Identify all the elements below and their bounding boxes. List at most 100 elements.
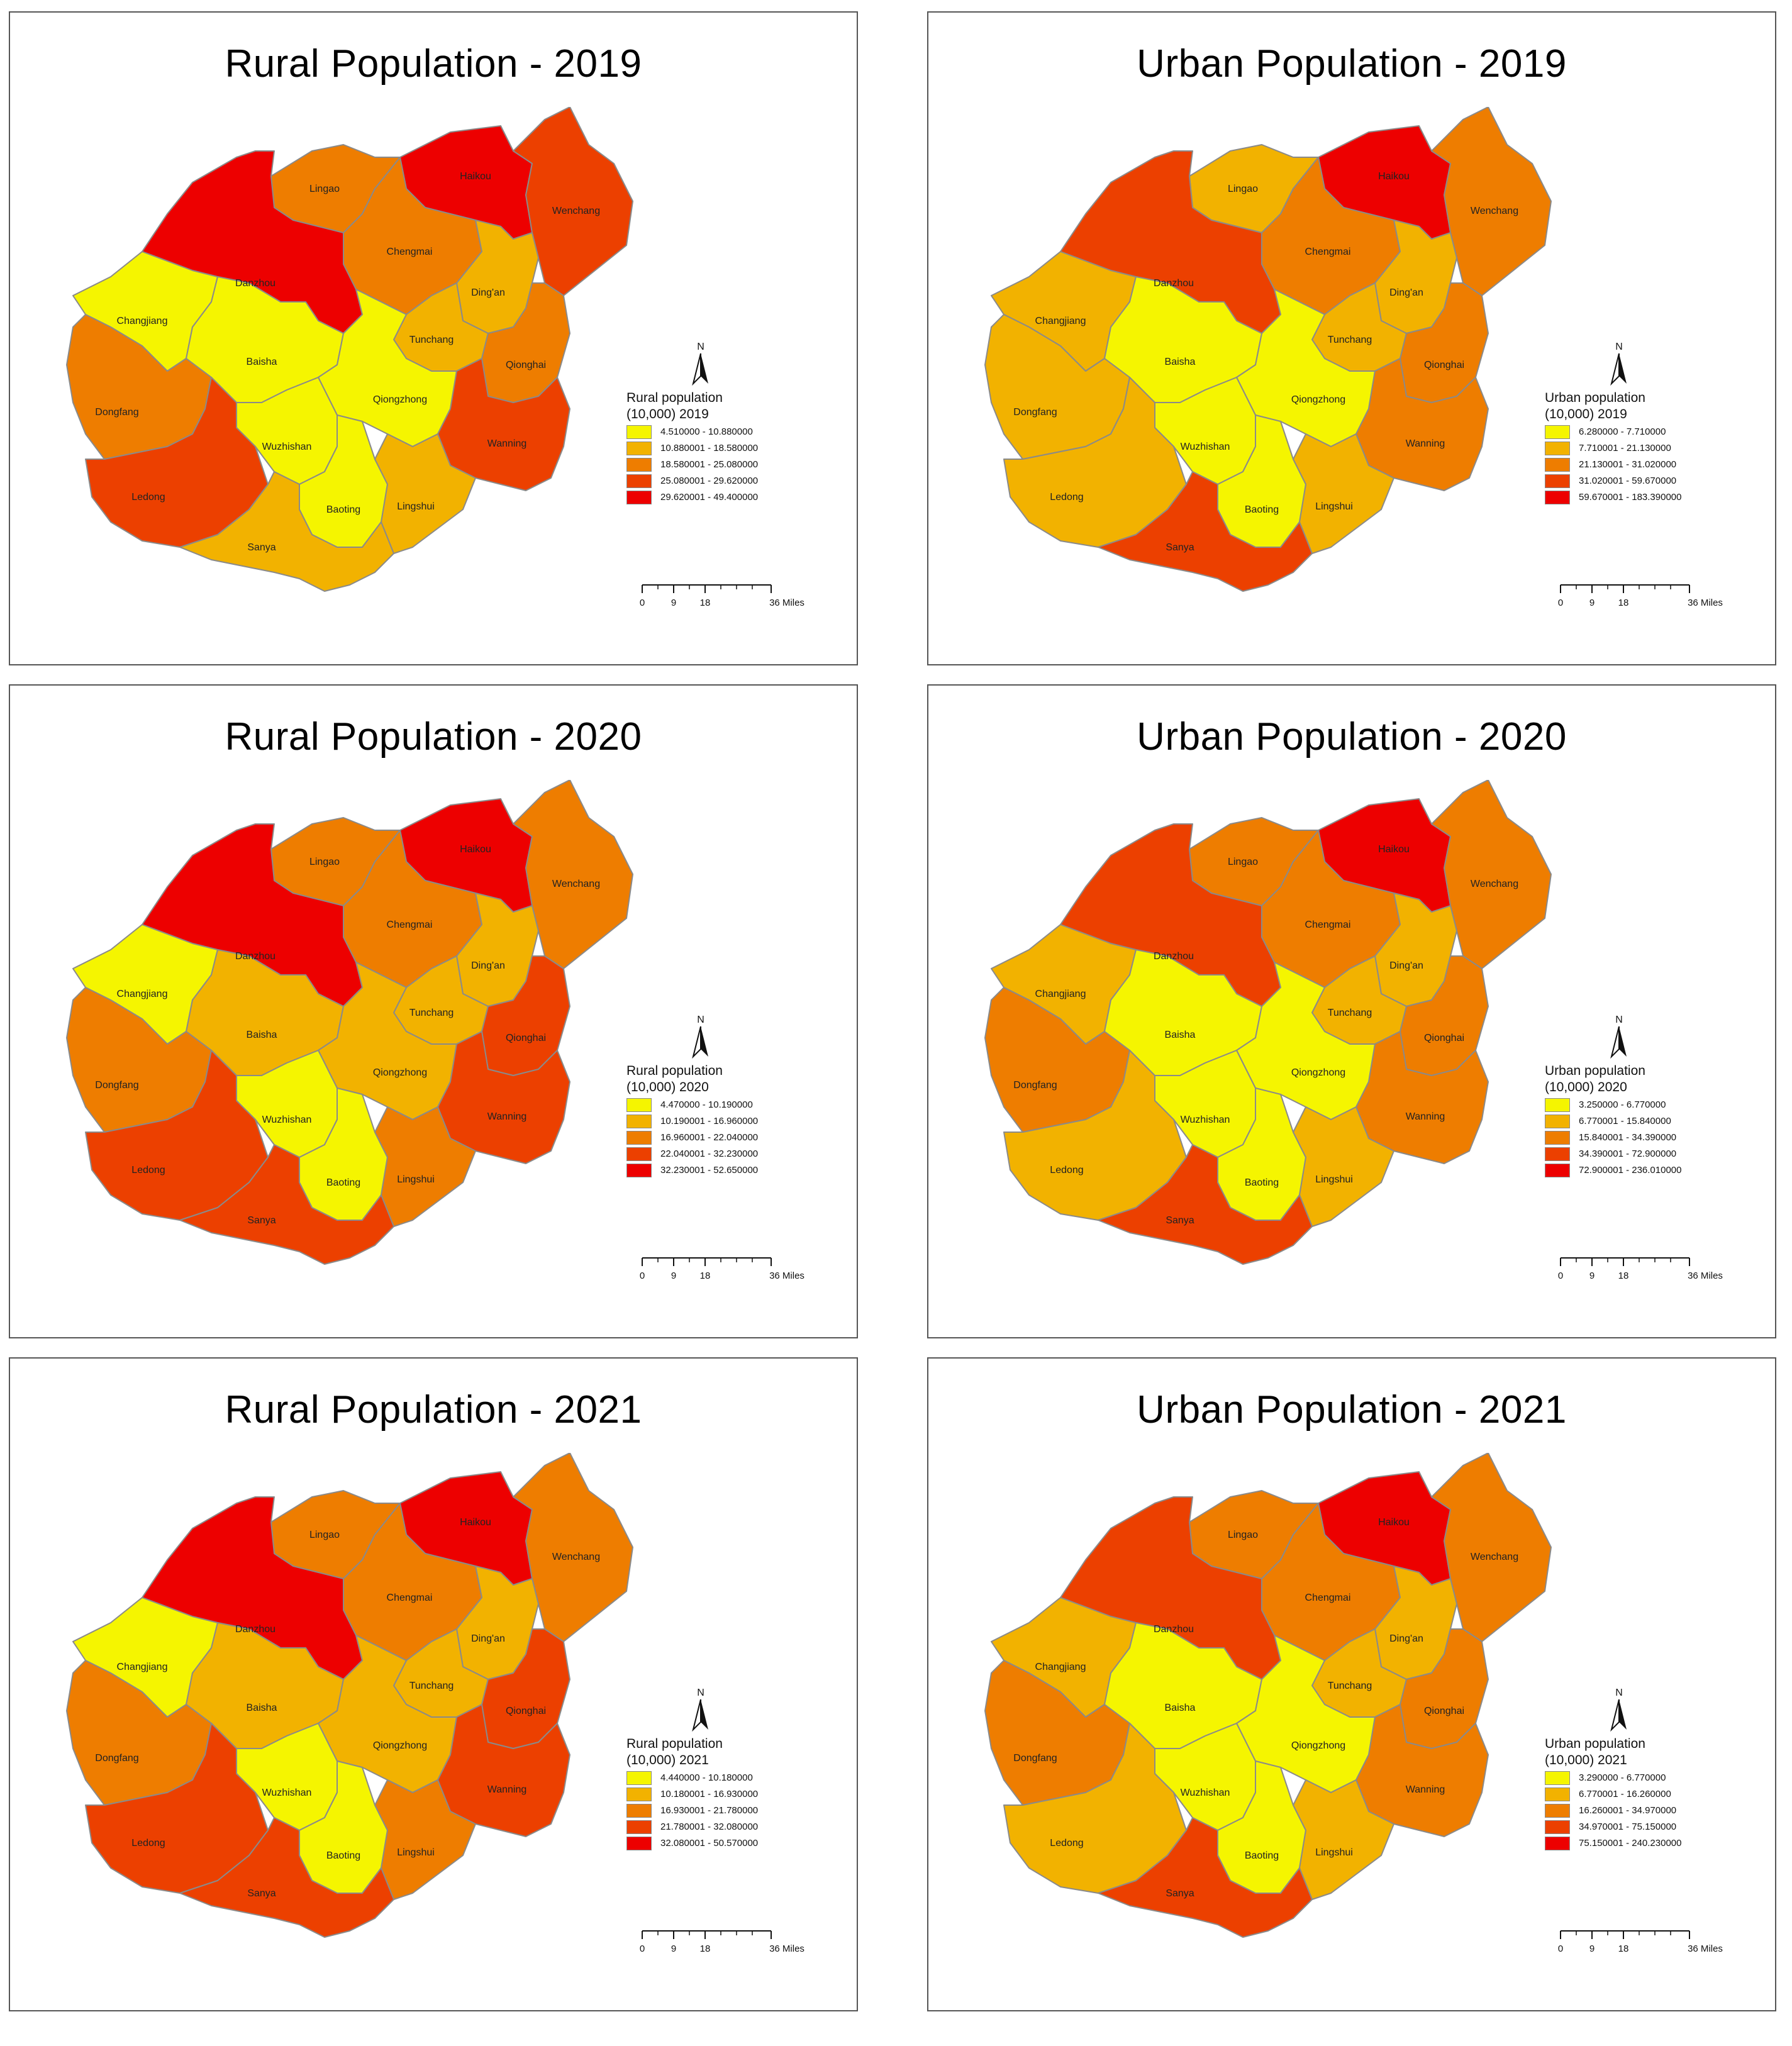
region-label: Tunchang — [1328, 1681, 1372, 1691]
region-label: Sanya — [247, 1888, 275, 1899]
legend-subtitle: (10,000) 2020 — [626, 1080, 709, 1094]
legend-title: Urban population — [1545, 1064, 1645, 1078]
region-label: Sanya — [1166, 1888, 1194, 1899]
svg-text:N: N — [1615, 342, 1623, 352]
legend-item: 75.150001 - 240.230000 — [1545, 1837, 1759, 1850]
legend-item: 3.250000 - 6.770000 — [1545, 1098, 1759, 1112]
legend-title: Rural population — [626, 391, 723, 405]
region-label: Haikou — [1378, 171, 1410, 182]
region-label: Chengmai — [1305, 1593, 1351, 1603]
region-label: Baoting — [1245, 504, 1279, 515]
legend-swatch — [1545, 1820, 1570, 1834]
legend-item: 34.390001 - 72.900000 — [1545, 1147, 1759, 1161]
map-panel-2: Urban Population - 2019 — [927, 11, 1776, 665]
region-label: Qionghai — [1424, 1033, 1464, 1043]
legend-label: 72.900001 - 236.010000 — [1579, 1165, 1682, 1176]
region-sanya — [179, 471, 394, 592]
legend-item: 22.040001 - 32.230000 — [626, 1147, 840, 1161]
region-label: Chengmai — [387, 1593, 433, 1603]
legend-item: 6.280000 - 7.710000 — [1545, 425, 1759, 439]
legend-item: 7.710001 - 21.130000 — [1545, 442, 1759, 455]
legend: Rural population (10,000) 2020 4.470000 … — [626, 1063, 840, 1177]
region-ledong — [1003, 1050, 1187, 1221]
region-sanya — [1098, 471, 1313, 592]
scale-tick-label: 36 Miles — [769, 598, 804, 608]
region-label: Sanya — [247, 542, 275, 553]
north-arrow-icon: N — [1610, 1687, 1627, 1732]
scale-tick-label: 0 — [1558, 598, 1563, 608]
hainan-choropleth-map: Haikou Wenchang Lingao Chengmai Danzhou … — [66, 107, 633, 592]
legend-label: 6.280000 - 7.710000 — [1579, 426, 1666, 437]
scale-tick-label: 9 — [671, 1270, 676, 1281]
legend-item: 4.510000 - 10.880000 — [626, 425, 840, 439]
scale-tick-label: 18 — [700, 1943, 711, 1954]
legend-swatch — [626, 442, 652, 455]
scale-tick-label: 0 — [640, 598, 645, 608]
legend-swatch — [1545, 1771, 1570, 1785]
legend-item: 25.080001 - 29.620000 — [626, 474, 840, 488]
region-ledong — [85, 377, 269, 548]
legend-title: Rural population — [626, 1737, 723, 1751]
north-arrow-icon: N — [692, 1015, 708, 1059]
region-label: Haikou — [1378, 1517, 1410, 1528]
legend-swatch — [626, 1771, 652, 1785]
legend-label: 4.510000 - 10.880000 — [660, 426, 753, 437]
legend-item: 72.900001 - 236.010000 — [1545, 1164, 1759, 1177]
legend-swatch — [1545, 1787, 1570, 1801]
legend-swatch — [626, 491, 652, 504]
panel-title: Urban Population - 2019 — [1137, 42, 1567, 86]
region-ledong — [1003, 377, 1187, 548]
scale-tick-label: 36 Miles — [1688, 598, 1723, 608]
region-label: Qionghai — [506, 1033, 546, 1043]
legend-item: 59.670001 - 183.390000 — [1545, 491, 1759, 504]
region-label: Qiongzhong — [1291, 1740, 1345, 1751]
legend: Rural population (10,000) 2019 4.510000 … — [626, 390, 840, 504]
region-label: Wenchang — [552, 1552, 600, 1562]
legend-swatch — [626, 1164, 652, 1177]
scale-tick-label: 0 — [1558, 1270, 1563, 1281]
region-label: Baisha — [247, 1030, 277, 1040]
legend-item: 31.020001 - 59.670000 — [1545, 474, 1759, 488]
region-label: Lingao — [309, 184, 340, 194]
legend-label: 4.470000 - 10.190000 — [660, 1099, 753, 1110]
region-label: Changjiang — [1035, 316, 1086, 326]
legend-subtitle: (10,000) 2021 — [626, 1753, 709, 1767]
legend: Urban population (10,000) 2019 6.280000 … — [1545, 390, 1759, 504]
north-arrow-icon: N — [1610, 1015, 1627, 1059]
region-label: Chengmai — [1305, 920, 1351, 930]
legend-label: 4.440000 - 10.180000 — [660, 1772, 753, 1783]
region-label: Lingshui — [397, 1174, 435, 1185]
region-label: Qionghai — [506, 1706, 546, 1716]
region-ledong — [85, 1050, 269, 1221]
hainan-choropleth-map: Haikou Wenchang Lingao Chengmai Danzhou … — [66, 780, 633, 1265]
legend-item: 32.230001 - 52.650000 — [626, 1164, 840, 1177]
region-label: Lingshui — [1315, 501, 1353, 512]
region-label: Wuzhishan — [262, 1115, 312, 1125]
region-ledong — [85, 1723, 269, 1894]
scale-tick-label: 18 — [700, 598, 711, 608]
legend-swatch — [1545, 1098, 1570, 1112]
legend-swatch — [1545, 442, 1570, 455]
region-label: Ding'an — [471, 287, 505, 298]
region-sanya — [179, 1817, 394, 1938]
region-label: Tunchang — [409, 335, 454, 345]
north-arrow-icon: N — [692, 342, 708, 386]
region-label: Dongfang — [95, 1753, 138, 1764]
region-label: Wanning — [487, 1784, 527, 1795]
legend-swatch — [626, 458, 652, 472]
legend-swatch — [626, 1098, 652, 1112]
legend-label: 6.770001 - 16.260000 — [1579, 1789, 1671, 1799]
legend-swatch — [1545, 491, 1570, 504]
legend-label: 34.390001 - 72.900000 — [1579, 1148, 1677, 1159]
region-label: Changjiang — [1035, 989, 1086, 999]
region-label: Wanning — [1406, 1111, 1445, 1122]
region-label: Qiongzhong — [1291, 394, 1345, 405]
legend-swatch — [1545, 1147, 1570, 1161]
legend-item: 16.260001 - 34.970000 — [1545, 1804, 1759, 1818]
legend-swatch — [626, 1820, 652, 1834]
region-lingshui — [374, 1779, 476, 1900]
legend-label: 22.040001 - 32.230000 — [660, 1148, 759, 1159]
region-wenchang — [513, 107, 633, 296]
region-label: Qiongzhong — [373, 1740, 427, 1751]
region-label: Danzhou — [1154, 1624, 1194, 1635]
